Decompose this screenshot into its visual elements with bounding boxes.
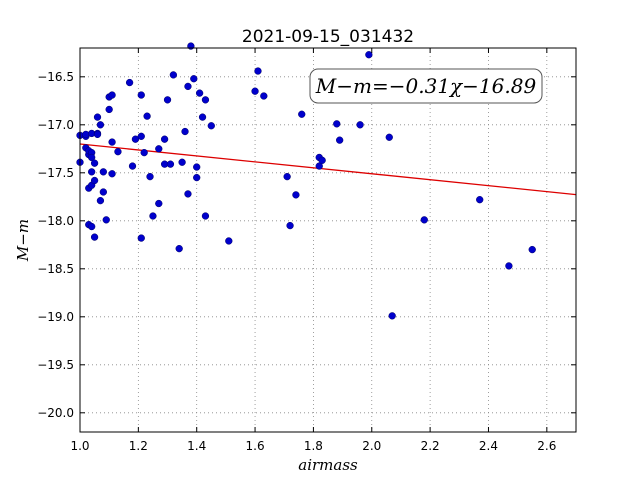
x-tick-labels: 1.0 1.2 1.4 1.6 1.8 2.0 2.2 2.4 2.6 [70, 439, 556, 453]
data-point [190, 75, 198, 83]
data-point [88, 168, 96, 176]
x-axis-label: airmass [298, 456, 358, 474]
y-tick-label: −19.0 [37, 310, 74, 324]
data-point [108, 138, 116, 146]
x-tick-label: 1.4 [187, 439, 206, 453]
data-point [99, 168, 107, 176]
data-point [184, 82, 192, 91]
x-tick-label: 2.6 [537, 439, 556, 453]
data-point [88, 222, 96, 231]
data-point [140, 148, 148, 157]
data-point [155, 199, 163, 208]
x-tick-label: 1.0 [70, 439, 89, 453]
data-point [137, 234, 145, 242]
chart-title: 2021-09-15_031432 [242, 27, 414, 47]
data-point [149, 212, 157, 220]
data-point [184, 190, 192, 198]
data-point [505, 262, 513, 270]
data-point [260, 92, 268, 100]
data-point [102, 216, 110, 224]
data-point [333, 120, 341, 128]
data-point [90, 233, 99, 241]
data-point [195, 89, 204, 97]
data-point [108, 170, 116, 178]
data-point [298, 110, 306, 118]
data-point [201, 96, 210, 104]
data-point [476, 196, 484, 204]
data-point [90, 176, 99, 185]
data-point [146, 172, 154, 181]
data-point [254, 67, 262, 75]
y-tick-label: −17.5 [37, 166, 74, 180]
data-point [105, 105, 113, 114]
x-tick-label: 1.2 [129, 439, 148, 453]
data-point [365, 51, 373, 59]
data-point [137, 132, 145, 140]
data-point [108, 91, 116, 99]
data-point [283, 172, 291, 181]
data-point [193, 173, 201, 182]
data-point [143, 112, 151, 120]
data-point [99, 188, 107, 196]
x-tick-label: 1.8 [304, 439, 323, 453]
data-point [388, 312, 396, 320]
data-point [96, 121, 105, 129]
data-point [181, 127, 189, 136]
axis-ticks [79, 48, 576, 432]
data-point [292, 191, 300, 199]
y-tick-label: −18.5 [37, 262, 74, 276]
data-point [128, 162, 137, 170]
annotation-box [309, 68, 543, 104]
data-point [88, 153, 96, 162]
x-tick-label: 2.4 [479, 439, 498, 453]
data-point [93, 113, 102, 121]
y-axis-label: M−m [14, 219, 32, 262]
data-point [163, 96, 172, 104]
data-point [93, 130, 102, 139]
data-point [207, 122, 215, 130]
data-point [160, 135, 169, 143]
data-point [137, 91, 145, 99]
y-tick-label: −16.5 [37, 70, 74, 84]
fit-equation-annotation: M−m=−0.31χ−16.89 [315, 74, 537, 98]
data-point [385, 133, 393, 141]
data-point [251, 87, 259, 95]
data-point [166, 160, 175, 168]
data-point [178, 158, 186, 166]
data-point [155, 145, 163, 153]
x-tick-label: 2.0 [362, 439, 381, 453]
x-tick-label: 1.6 [246, 439, 265, 453]
data-point [201, 212, 210, 220]
data-point [356, 121, 364, 129]
fit-line [79, 143, 577, 196]
data-point [315, 162, 323, 170]
data-point [169, 71, 178, 79]
data-points [76, 42, 536, 320]
x-tick-label: 2.2 [421, 439, 440, 453]
y-tick-label: −18.0 [37, 214, 74, 228]
data-point [528, 245, 536, 254]
y-tick-label: −19.5 [37, 358, 74, 372]
data-point [175, 244, 183, 253]
data-point [125, 78, 134, 87]
y-tick-label: −20.0 [37, 406, 74, 420]
data-point [131, 135, 140, 143]
data-point [193, 163, 201, 171]
data-point [114, 148, 122, 156]
data-point [336, 136, 344, 144]
data-point [225, 237, 233, 245]
data-point [420, 216, 428, 224]
data-point [286, 221, 294, 230]
data-point [90, 159, 99, 167]
plot-frame [79, 47, 577, 433]
data-point [198, 113, 207, 121]
y-tick-label: −17.0 [37, 118, 74, 132]
data-point [96, 196, 105, 205]
y-tick-labels: −16.5 −17.0 −17.5 −18.0 −18.5 −19.0 −19.5 −20.0 [37, 70, 74, 420]
data-point [318, 156, 326, 164]
fit-line-layer [79, 143, 577, 196]
grid-lines [79, 48, 576, 432]
